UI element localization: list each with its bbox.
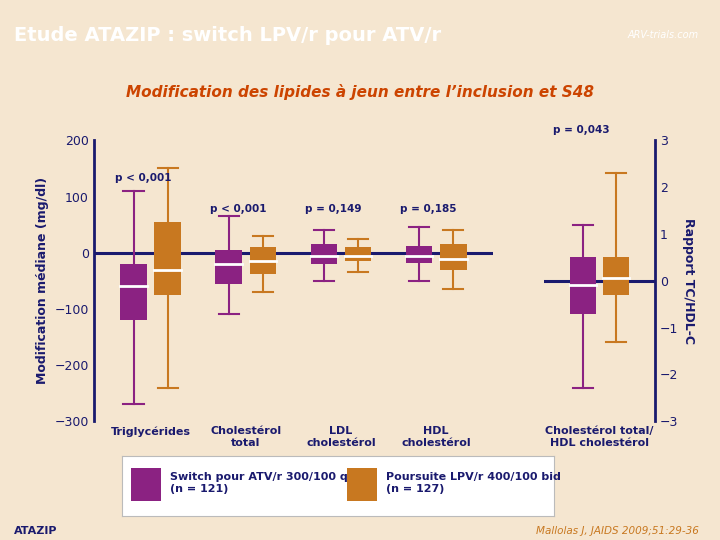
Bar <box>570 258 595 314</box>
Text: p < 0,001: p < 0,001 <box>114 173 171 183</box>
Text: Poursuite LPV/r 400/100 bid
(n = 127): Poursuite LPV/r 400/100 bid (n = 127) <box>386 472 561 494</box>
Y-axis label: Modification médiane (mg/dl): Modification médiane (mg/dl) <box>36 177 49 384</box>
Text: p = 0,149: p = 0,149 <box>305 204 361 214</box>
Bar <box>603 258 629 295</box>
Bar <box>131 468 161 501</box>
Bar <box>155 222 181 295</box>
Text: p < 0,001: p < 0,001 <box>210 204 266 214</box>
Bar <box>347 468 377 501</box>
Bar <box>345 247 372 261</box>
Text: ATAZIP: ATAZIP <box>14 525 58 536</box>
Text: p = 0,043: p = 0,043 <box>553 125 610 136</box>
Bar <box>215 250 242 284</box>
Text: p = 0,185: p = 0,185 <box>400 204 456 214</box>
Text: Mallolas J, JAIDS 2009;51:29-36: Mallolas J, JAIDS 2009;51:29-36 <box>536 525 698 536</box>
Text: Switch pour ATV/r 300/100 qd
(n = 121): Switch pour ATV/r 300/100 qd (n = 121) <box>170 472 356 494</box>
Text: Modification des lipides à jeun entre l’inclusion et S48: Modification des lipides à jeun entre l’… <box>126 84 594 100</box>
Bar <box>405 246 432 263</box>
Bar <box>250 247 276 274</box>
Bar <box>120 264 147 320</box>
Text: Etude ATAZIP : switch LPV/r pour ATV/r: Etude ATAZIP : switch LPV/r pour ATV/r <box>14 25 441 45</box>
Bar <box>440 244 467 269</box>
Y-axis label: Rapport TC/HDL-C: Rapport TC/HDL-C <box>682 218 695 344</box>
Bar <box>310 244 337 264</box>
Text: ARV-trials.com: ARV-trials.com <box>627 30 698 40</box>
